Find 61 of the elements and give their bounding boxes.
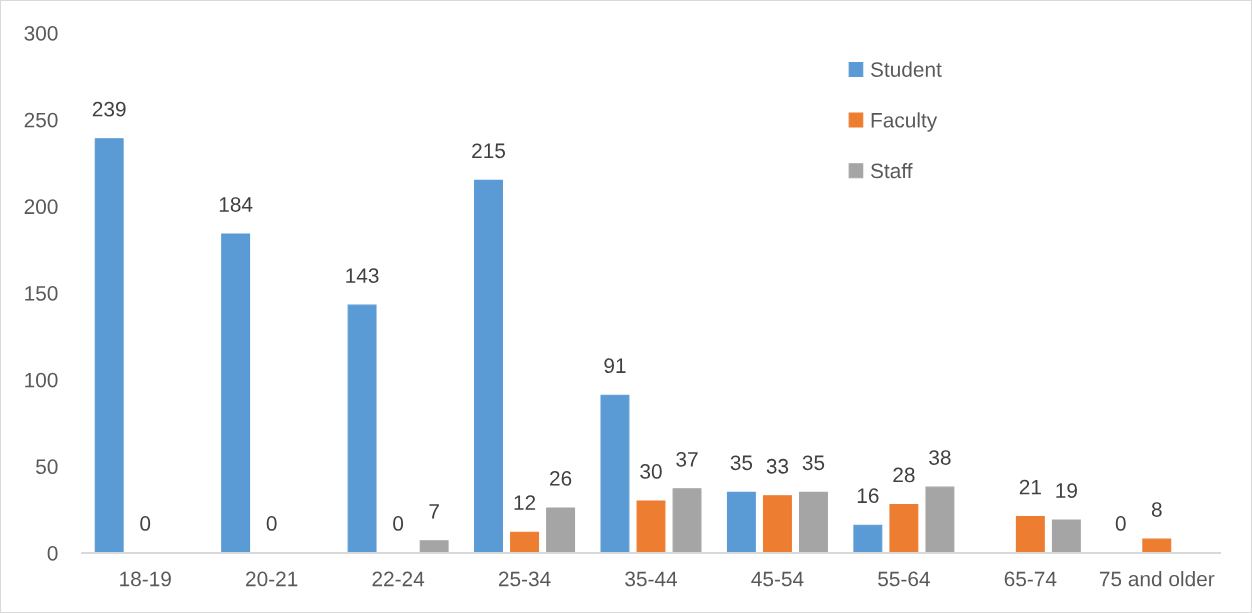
y-tick-label: 250 xyxy=(24,112,58,128)
bar xyxy=(1015,516,1045,553)
data-label: 19 xyxy=(1056,483,1077,498)
bar xyxy=(221,233,251,553)
data-label: 37 xyxy=(676,451,698,467)
bar xyxy=(925,486,955,553)
data-label: 7 xyxy=(429,504,439,519)
data-label: 8 xyxy=(1151,502,1162,517)
y-tick-label: 100 xyxy=(25,372,58,388)
x-tick-label: 18-19 xyxy=(120,571,171,587)
bar xyxy=(672,488,702,553)
legend-label: Staff xyxy=(870,162,913,179)
x-tick-label: 35-44 xyxy=(625,571,678,587)
x-tick-label: 25-34 xyxy=(498,571,551,587)
legend-label: Student xyxy=(870,61,942,77)
legend-label: Faculty xyxy=(871,112,938,132)
data-label: 0 xyxy=(393,516,404,531)
y-tick-label: 200 xyxy=(24,199,58,215)
bar xyxy=(726,491,756,553)
data-label: 143 xyxy=(346,268,379,283)
y-tick-label: 150 xyxy=(25,286,58,301)
data-label: 0 xyxy=(1115,516,1126,531)
bar xyxy=(1142,538,1172,553)
bar xyxy=(853,524,883,553)
bar xyxy=(762,495,792,553)
bar xyxy=(600,394,630,553)
data-label: 33 xyxy=(766,458,789,474)
bar xyxy=(347,304,377,553)
data-label: 28 xyxy=(893,467,915,483)
bar xyxy=(636,500,666,553)
x-tick-label: 20-21 xyxy=(246,571,298,587)
x-tick-label: 55-64 xyxy=(878,571,930,587)
data-label: 26 xyxy=(550,471,572,486)
data-label: 21 xyxy=(1019,479,1041,495)
x-tick-label: 45-54 xyxy=(751,571,804,587)
y-tick-label: 0 xyxy=(47,546,58,561)
data-label: 30 xyxy=(640,464,662,479)
bar xyxy=(474,179,503,553)
data-label: 184 xyxy=(219,197,253,212)
x-tick-label: 65-74 xyxy=(1004,571,1057,587)
bar xyxy=(546,507,576,553)
bar xyxy=(510,531,540,553)
data-label: 35 xyxy=(802,455,825,471)
bar xyxy=(419,540,449,553)
bar xyxy=(94,138,124,553)
data-label: 0 xyxy=(140,516,151,531)
data-label: 16 xyxy=(857,488,879,504)
data-label: 239 xyxy=(92,101,126,117)
bar xyxy=(799,491,828,553)
x-tick-label: 22-24 xyxy=(372,571,425,587)
data-label: 12 xyxy=(514,495,536,510)
data-label: 215 xyxy=(472,143,506,159)
data-label: 0 xyxy=(266,516,277,531)
y-tick-label: 300 xyxy=(24,26,58,41)
x-tick-label: 75 and older xyxy=(1099,571,1215,587)
data-label: 91 xyxy=(604,358,626,374)
y-tick-label: 50 xyxy=(36,459,58,475)
data-label: 35 xyxy=(730,455,753,471)
bar xyxy=(889,503,919,553)
data-label: 38 xyxy=(929,450,951,465)
bar xyxy=(1051,519,1081,553)
